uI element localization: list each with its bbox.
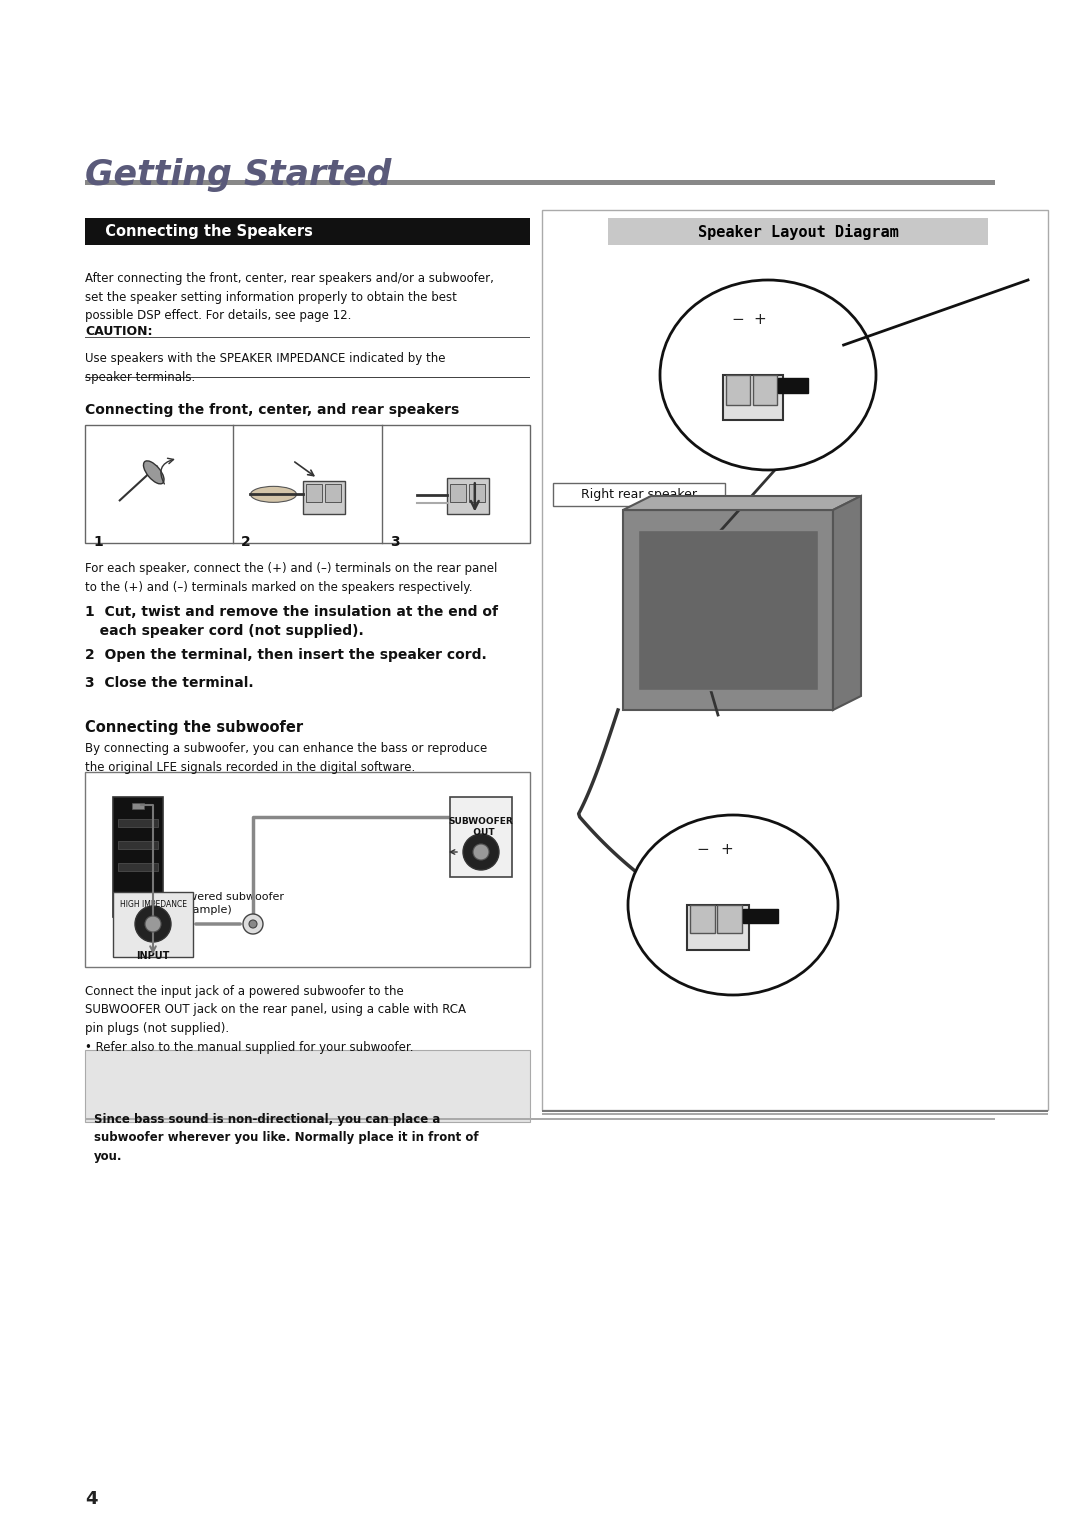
Bar [638, 531, 818, 690]
Bar [113, 891, 193, 957]
Bar [85, 772, 530, 966]
Bar [132, 803, 144, 809]
Text: After connecting the front, center, rear speakers and/or a subwoofer,
set the sp: After connecting the front, center, rear… [85, 272, 494, 323]
Text: Connecting the subwoofer: Connecting the subwoofer [85, 720, 303, 735]
Bar [717, 905, 742, 933]
Circle shape [249, 920, 257, 928]
Bar [690, 905, 715, 933]
Bar [449, 485, 465, 503]
Circle shape [473, 844, 489, 859]
Bar [85, 180, 995, 185]
Bar [324, 485, 340, 503]
Bar [302, 482, 345, 514]
Bar [118, 862, 158, 872]
Text: HIGH IMPEDANCE: HIGH IMPEDANCE [120, 901, 187, 910]
Ellipse shape [660, 280, 876, 469]
Text: +: + [720, 842, 733, 858]
Text: CAUTION:: CAUTION: [85, 326, 152, 338]
Text: 1  Cut, twist and remove the insulation at the end of
   each speaker cord (not : 1 Cut, twist and remove the insulation a… [85, 605, 498, 639]
Bar [726, 375, 750, 405]
Ellipse shape [144, 460, 164, 483]
Text: 3  Close the terminal.: 3 Close the terminal. [85, 676, 254, 690]
Bar [469, 485, 485, 503]
Text: Connect the input jack of a powered subwoofer to the
SUBWOOFER OUT jack on the r: Connect the input jack of a powered subw… [85, 985, 465, 1053]
Text: 2: 2 [241, 535, 251, 549]
Text: For each speaker, connect the (+) and (–) terminals on the rear panel
to the (+): For each speaker, connect the (+) and (–… [85, 563, 498, 593]
Bar [450, 797, 512, 878]
Bar [542, 1110, 1048, 1112]
Bar [743, 910, 778, 924]
Text: 4: 4 [85, 1489, 97, 1508]
Text: 3: 3 [390, 535, 400, 549]
Circle shape [135, 907, 171, 942]
Text: Connecting the front, center, and rear speakers: Connecting the front, center, and rear s… [85, 404, 459, 417]
Text: −: − [697, 842, 710, 858]
Text: Powered subwoofer
(example): Powered subwoofer (example) [175, 891, 284, 916]
Circle shape [463, 833, 499, 870]
Bar [542, 1113, 1048, 1115]
Text: Since bass sound is non-directional, you can place a
subwoofer wherever you like: Since bass sound is non-directional, you… [94, 1113, 478, 1164]
Text: Speaker Layout Diagram: Speaker Layout Diagram [698, 223, 899, 240]
Text: By connecting a subwoofer, you can enhance the bass or reproduce
the original LF: By connecting a subwoofer, you can enhan… [85, 742, 487, 774]
Bar [723, 375, 783, 420]
Ellipse shape [627, 815, 838, 995]
Circle shape [145, 916, 161, 933]
Text: INPUT: INPUT [136, 951, 170, 962]
Bar [687, 905, 750, 950]
Text: 1: 1 [93, 535, 103, 549]
Text: Connecting the Speakers: Connecting the Speakers [95, 225, 313, 239]
Text: Right rear speaker: Right rear speaker [581, 488, 697, 502]
Bar [85, 1050, 530, 1122]
Bar [118, 820, 158, 827]
Bar [553, 483, 725, 506]
Bar [608, 219, 988, 245]
Text: Getting Started: Getting Started [85, 157, 391, 193]
Circle shape [243, 914, 264, 934]
Bar [778, 378, 808, 393]
Text: +: + [754, 312, 767, 327]
Text: −: − [731, 312, 744, 327]
Bar [85, 219, 530, 245]
Bar [306, 485, 322, 503]
Bar [85, 425, 530, 543]
Bar [85, 1118, 995, 1121]
Ellipse shape [251, 486, 297, 503]
Text: 2  Open the terminal, then insert the speaker cord.: 2 Open the terminal, then insert the spe… [85, 648, 487, 662]
Bar [447, 479, 489, 514]
Bar [753, 375, 777, 405]
Text: SUBWOOFER
  OUT: SUBWOOFER OUT [448, 816, 513, 836]
Bar [623, 511, 833, 709]
Polygon shape [623, 495, 861, 511]
Bar [113, 797, 163, 917]
Bar [118, 841, 158, 849]
Text: Use speakers with the SPEAKER IMPEDANCE indicated by the
speaker terminals.: Use speakers with the SPEAKER IMPEDANCE … [85, 352, 446, 384]
Polygon shape [833, 495, 861, 709]
Bar [542, 209, 1048, 1110]
